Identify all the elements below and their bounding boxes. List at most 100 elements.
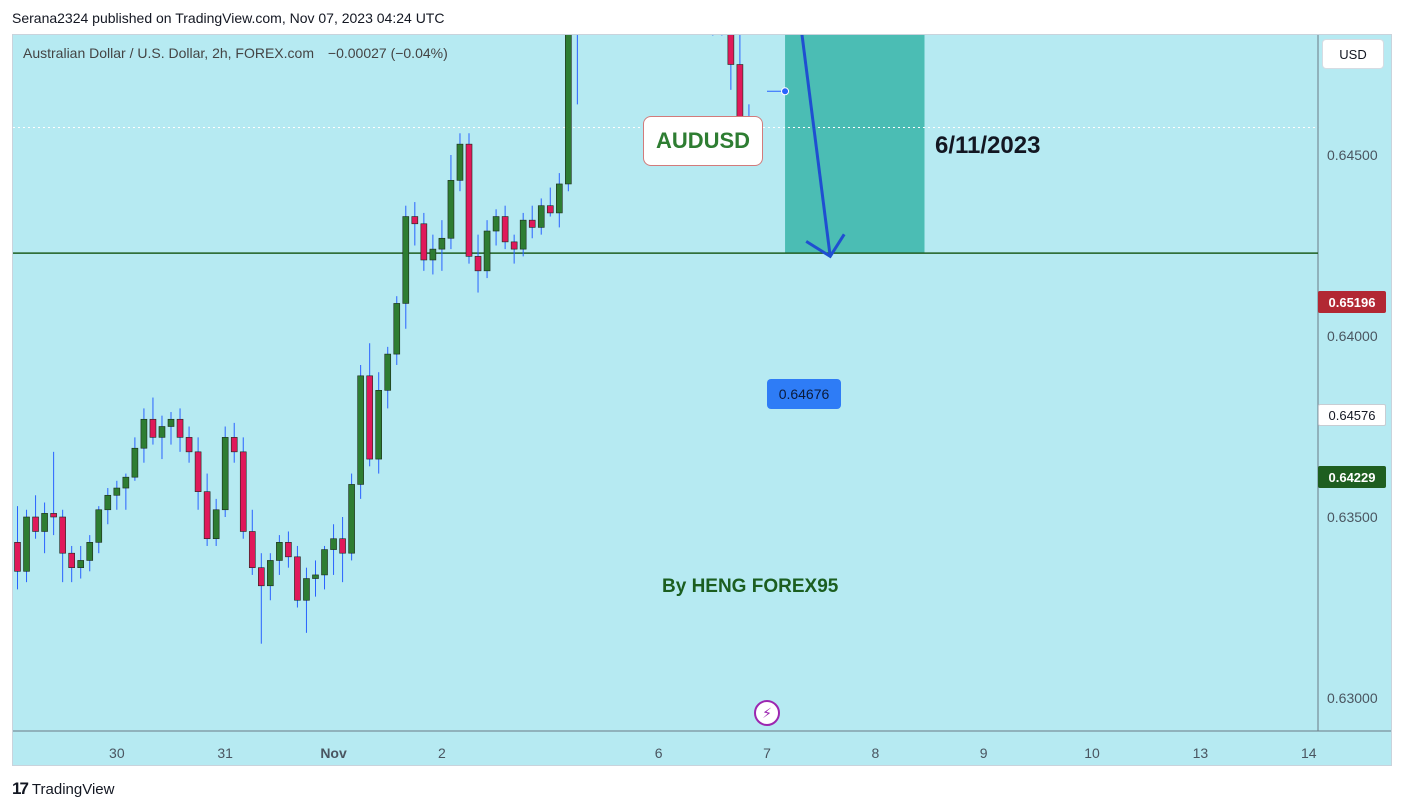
- candle-body: [230, 437, 238, 453]
- candle-body: [312, 574, 319, 579]
- candle-body: [104, 494, 112, 511]
- candle-body: [248, 531, 256, 568]
- candle-body: [221, 437, 229, 511]
- candle-body: [330, 538, 337, 550]
- candle-body: [519, 219, 527, 250]
- tradingview-logo[interactable]: 17 TradingView: [12, 779, 114, 799]
- candle-body: [727, 35, 735, 65]
- time-tick-label: 30: [109, 745, 125, 761]
- candle-body: [483, 230, 491, 272]
- candle-body: [131, 447, 139, 478]
- candle-body: [14, 542, 21, 572]
- support-price-label: 0.64229: [1318, 466, 1386, 488]
- candle-body: [276, 542, 283, 561]
- time-tick-label: 6: [655, 745, 663, 761]
- symbol-name: Australian Dollar / U.S. Dollar, 2h, FOR…: [23, 45, 314, 61]
- candle-body: [194, 451, 202, 492]
- candle-body: [429, 248, 437, 261]
- candle-body: [510, 241, 518, 250]
- candle-body: [384, 353, 392, 391]
- candle-body: [348, 484, 355, 554]
- time-tick-label: Nov: [320, 745, 347, 761]
- candle-body: [456, 143, 464, 181]
- candle-body: [420, 223, 428, 261]
- candle-body: [736, 64, 744, 120]
- entry-marker-dot: [781, 87, 790, 96]
- currency-button[interactable]: USD: [1322, 39, 1384, 69]
- symbol-change: −0.00027 (−0.04%): [327, 45, 448, 61]
- candle-body: [501, 216, 509, 243]
- publish-info: Serana2324 published on TradingView.com,…: [12, 10, 445, 26]
- price-tick-label: 0.63000: [1327, 690, 1378, 706]
- price-tick-label: 0.64000: [1327, 328, 1378, 344]
- candle-body: [41, 513, 48, 532]
- trend-arrow-head: [805, 233, 846, 259]
- candle-body: [113, 487, 121, 496]
- price-tick-label: 0.64500: [1327, 147, 1378, 163]
- candle-body: [411, 216, 419, 225]
- time-tick-label: 13: [1193, 745, 1209, 761]
- candle-body: [294, 556, 301, 601]
- candle-body: [528, 219, 536, 228]
- time-tick-label: 2: [438, 745, 446, 761]
- trend-arrow-shaft: [800, 35, 832, 257]
- title-badge[interactable]: AUDUSD: [643, 116, 763, 166]
- candle-body: [203, 491, 211, 540]
- candle-body: [339, 538, 346, 554]
- candle-body: [438, 237, 446, 250]
- candle-body: [239, 451, 247, 532]
- candle-body: [555, 183, 563, 214]
- candle-body: [185, 437, 193, 453]
- candle-body: [537, 205, 545, 228]
- candle-body: [546, 205, 554, 214]
- resistance-price-label: 0.65196: [1318, 291, 1386, 313]
- candle-body: [357, 375, 364, 485]
- chart-frame: [12, 34, 1392, 766]
- brand-name: TradingView: [31, 780, 115, 798]
- entry-price-tag[interactable]: 0.64676: [767, 379, 841, 409]
- take-profit-zone: [785, 35, 925, 254]
- candle-body: [474, 256, 482, 272]
- candle-body: [86, 542, 94, 561]
- tradingview-logo-icon: 17: [12, 779, 29, 798]
- time-tick-label: 8: [871, 745, 879, 761]
- candle-body: [23, 516, 30, 572]
- candle-body: [32, 516, 39, 532]
- candle-body: [158, 426, 166, 438]
- candle-body: [565, 35, 572, 185]
- candle-body: [321, 549, 328, 576]
- candle-body: [95, 509, 103, 543]
- candle-body: [77, 560, 85, 568]
- time-tick-label: 31: [217, 745, 233, 761]
- candle-body: [375, 389, 383, 460]
- candle-body: [465, 143, 473, 257]
- candle-body: [447, 180, 455, 239]
- lightning-icon[interactable]: ⚡: [754, 700, 780, 726]
- time-tick-label: 10: [1084, 745, 1100, 761]
- candle-body: [68, 552, 75, 568]
- candle-body: [176, 418, 184, 438]
- candle-body: [258, 567, 265, 587]
- candle-body: [393, 303, 401, 355]
- symbol-legend[interactable]: Australian Dollar / U.S. Dollar, 2h, FOR…: [23, 45, 448, 61]
- current-price-label: 0.64576: [1318, 404, 1386, 426]
- candle-body: [149, 418, 157, 438]
- candle-body: [140, 418, 148, 449]
- candle-body: [212, 509, 220, 540]
- candle-body: [366, 375, 373, 460]
- candle-body: [50, 513, 57, 518]
- candle-body: [402, 216, 410, 304]
- candle-body: [285, 542, 292, 558]
- candle-body: [167, 418, 175, 427]
- date-annotation[interactable]: 6/11/2023: [935, 132, 1041, 159]
- candle-body: [303, 578, 310, 601]
- time-axis-background: [13, 731, 1391, 765]
- candle-body: [267, 560, 274, 587]
- price-tick-label: 0.63500: [1327, 509, 1378, 525]
- time-tick-label: 7: [763, 745, 771, 761]
- author-annotation[interactable]: By HENG FOREX95: [662, 576, 839, 597]
- candle-body: [59, 516, 66, 554]
- price-axis-background: [1318, 35, 1391, 731]
- time-tick-label: 14: [1301, 745, 1317, 761]
- candle-body: [122, 476, 130, 489]
